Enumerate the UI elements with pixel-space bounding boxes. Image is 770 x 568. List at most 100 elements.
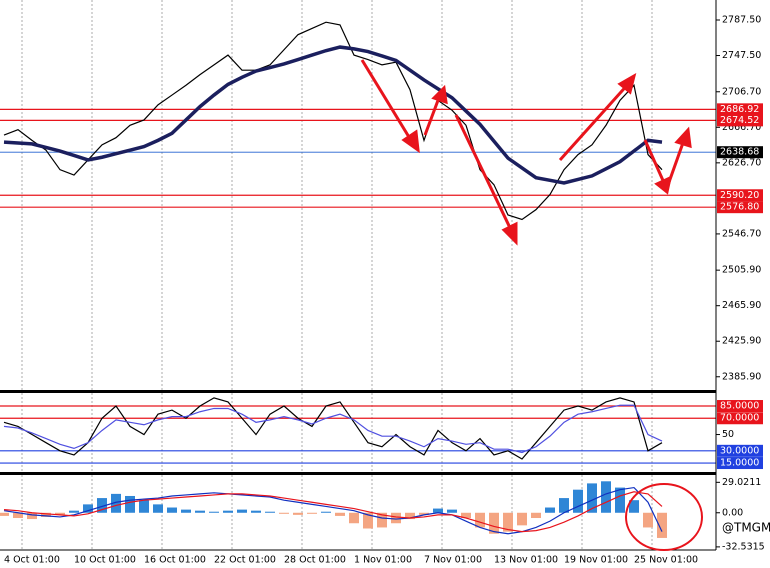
y-tick-label: 2706.70 — [722, 86, 761, 97]
series-line — [3, 45, 663, 185]
level-label-box — [717, 103, 763, 116]
histogram-bar — [307, 512, 317, 514]
x-tick-label: 25 Nov 01:00 — [634, 555, 698, 566]
histogram-bar — [167, 507, 177, 513]
histogram-bar — [293, 512, 303, 515]
histogram-bar — [629, 500, 639, 513]
level-label-box — [717, 457, 763, 470]
y-tick-label: 50 — [722, 429, 734, 440]
histogram-bar — [237, 509, 247, 513]
histogram-bar — [349, 512, 359, 524]
level-label: 85.0000 — [720, 401, 759, 412]
histogram-bar — [55, 512, 65, 515]
histogram-bar — [587, 483, 597, 513]
histogram-bar — [195, 510, 205, 513]
x-tick-label: 10 Oct 01:00 — [74, 555, 136, 566]
watermark: @TMGM — [722, 521, 770, 535]
histogram-bar — [615, 487, 625, 513]
x-tick-label: 16 Oct 01:00 — [144, 555, 206, 566]
level-label-box — [717, 146, 763, 159]
x-tick-label: 13 Nov 01:00 — [494, 555, 558, 566]
level-label: 30.0000 — [720, 445, 759, 456]
histogram-bar — [573, 489, 583, 513]
histogram-bar — [209, 511, 219, 513]
histogram-bar — [447, 509, 457, 513]
panel-separator — [0, 472, 716, 475]
y-tick-label: 2505.90 — [722, 265, 761, 276]
histogram-bar — [111, 493, 121, 513]
histogram-bar — [531, 512, 541, 519]
histogram-bar — [181, 509, 191, 513]
y-tick-label: 2747.50 — [722, 50, 761, 61]
histogram-bar — [97, 498, 107, 513]
histogram-bar — [517, 512, 527, 526]
histogram-bar — [125, 495, 135, 513]
annotation-arrows — [360, 59, 703, 551]
y-tick-label: 2787.50 — [722, 14, 761, 25]
level-label: 2638.68 — [720, 147, 759, 158]
histogram-bar — [41, 512, 51, 517]
histogram-bar — [503, 512, 513, 532]
level-label-box — [717, 444, 763, 457]
series-line — [3, 491, 663, 533]
histogram-bar — [559, 498, 569, 513]
histogram-bar — [545, 507, 555, 513]
histogram-bar — [601, 481, 611, 513]
histogram-bar — [321, 511, 331, 513]
y-tick-label: 2465.90 — [722, 300, 761, 311]
x-tick-label: 22 Oct 01:00 — [214, 555, 276, 566]
x-tick-label: 7 Nov 01:00 — [424, 555, 482, 566]
y-tick-label: 2425.90 — [722, 336, 761, 347]
y-tick-label: 2546.70 — [722, 228, 761, 239]
y-tick-label: 2626.70 — [722, 157, 761, 168]
y-tick-label: 0.00 — [722, 507, 743, 518]
histogram-bar — [0, 512, 9, 516]
level-label: 2686.92 — [720, 104, 759, 115]
histogram-bar — [139, 500, 149, 513]
histogram-bar — [27, 512, 37, 520]
histogram-bar — [377, 512, 387, 528]
histogram-bar — [363, 512, 373, 529]
y-tick-label: -32.5315 — [722, 541, 765, 552]
histogram-bar — [461, 512, 471, 519]
level-label: 15.0000 — [720, 458, 759, 469]
histogram-bar — [657, 512, 667, 538]
level-label-box — [717, 189, 763, 202]
level-label: 2674.52 — [720, 115, 759, 126]
histogram-bar — [13, 512, 23, 519]
histogram-bar — [391, 512, 401, 524]
series-line — [3, 404, 663, 454]
x-tick-label: 28 Oct 01:00 — [284, 555, 346, 566]
level-label-box — [717, 412, 763, 425]
x-tick-label: 1 Nov 01:00 — [354, 555, 412, 566]
x-tick-label: 19 Nov 01:00 — [564, 555, 628, 566]
level-label: 2590.20 — [720, 190, 759, 201]
x-tick-label: 4 Oct 01:00 — [4, 555, 60, 566]
histogram-bar — [433, 508, 443, 513]
series-line — [3, 397, 663, 460]
histogram-bar — [251, 510, 261, 513]
series-line — [3, 486, 663, 535]
panel-separator — [0, 390, 716, 393]
histogram-bar — [405, 512, 415, 520]
histogram-bar — [83, 504, 93, 513]
level-label: 2576.80 — [720, 202, 759, 213]
histogram-bar — [335, 512, 345, 516]
y-tick-label: 2385.90 — [722, 371, 761, 382]
histogram-bar — [419, 512, 429, 515]
level-label-box — [717, 201, 763, 214]
histogram-bar — [69, 510, 79, 513]
series-line — [3, 21, 663, 221]
level-label: 70.0000 — [720, 413, 759, 424]
y-tick-label: 2666.70 — [722, 122, 761, 133]
histogram-bar — [153, 504, 163, 513]
histogram-bar — [489, 512, 499, 534]
y-tick-label: 29.0211 — [722, 477, 761, 488]
level-label-box — [717, 400, 763, 413]
histogram-bar — [223, 510, 233, 513]
level-label-box — [717, 114, 763, 127]
histogram-bar — [475, 512, 485, 528]
histogram-bar — [265, 511, 275, 513]
